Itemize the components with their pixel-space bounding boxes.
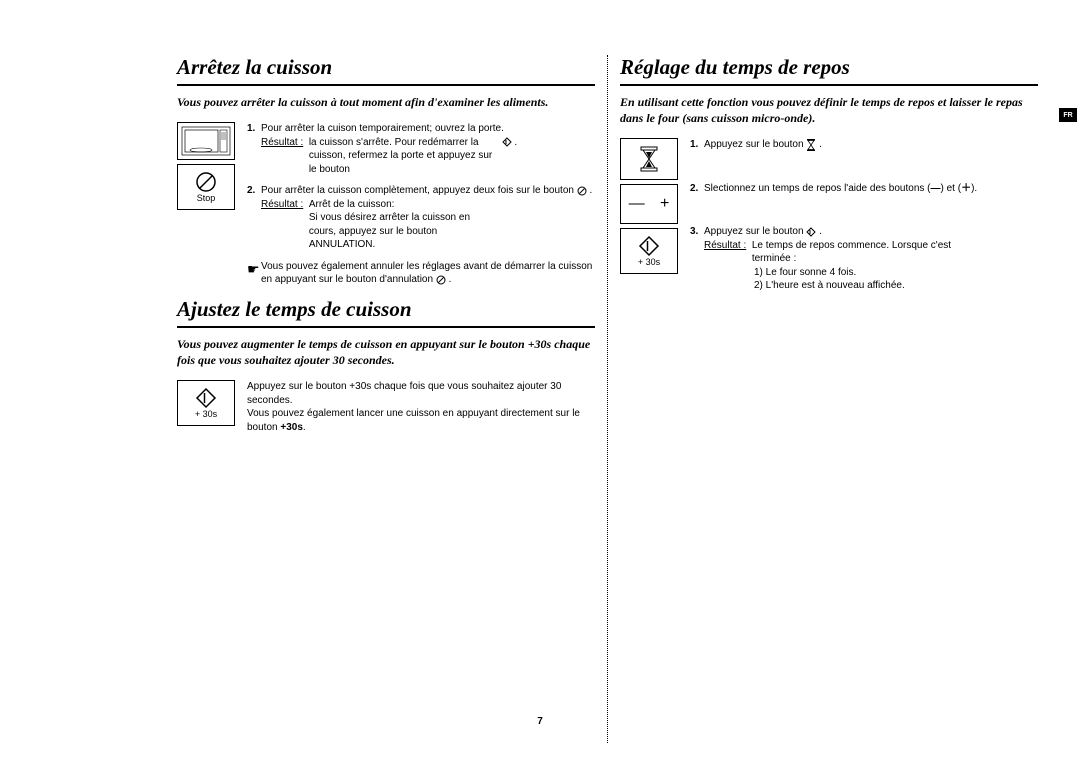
step-block: + 30s Appuyez sur le bouton +30s chaque …	[177, 380, 595, 434]
step-text: Pour arrêter la cuisson complètement, ap…	[261, 184, 595, 252]
step-text: Appuyez sur le bouton . Résultat : Le te…	[704, 225, 977, 293]
stop-button-illustration: Stop	[177, 164, 235, 210]
pointer-icon: ☛	[247, 260, 261, 287]
result-label: Résultat :	[261, 199, 303, 210]
step-number: 1.	[247, 122, 261, 176]
result-label: Résultat :	[261, 137, 303, 148]
section-intro: Vous pouvez arrêter la cuisson à tout mo…	[177, 94, 595, 110]
step-1: 1. Pour arrêter la cuison temporairement…	[247, 122, 595, 176]
step-number: 1.	[690, 138, 704, 152]
step-3: 3. Appuyez sur le bouton . Résultat : Le…	[690, 225, 977, 293]
minus-label: —	[629, 195, 645, 213]
illustration-column: + 30s	[177, 380, 237, 434]
result-item: 2) L'heure est à nouveau affichée.	[754, 279, 905, 293]
manual-page: Arrêtez la cuisson Vous pouvez arrêter l…	[0, 0, 1080, 763]
steps: Appuyez sur le bouton +30s chaque fois q…	[247, 380, 595, 434]
page-number: 7	[537, 716, 543, 727]
note: ☛ Vous pouvez également annuler les régl…	[247, 260, 595, 287]
note-text: Vous pouvez également annuler les réglag…	[261, 260, 595, 287]
steps: 1. Appuyez sur le bouton . 2. Slectionne…	[690, 138, 977, 293]
section-title: Arrêtez la cuisson	[177, 55, 595, 86]
steps: 1. Pour arrêter la cuison temporairement…	[247, 122, 595, 287]
start-icon	[502, 137, 512, 147]
step-text: Slectionnez un temps de repos l'aide des…	[704, 182, 977, 196]
plus30-button-illustration: + 30s	[620, 228, 678, 274]
plus30-button-illustration: + 30s	[177, 380, 235, 426]
step-number: 2.	[690, 182, 704, 196]
step-number: 2.	[247, 184, 261, 252]
plus30-label: + 30s	[638, 257, 660, 267]
hourglass-icon	[806, 139, 816, 151]
left-column: Arrêtez la cuisson Vous pouvez arrêter l…	[165, 55, 608, 743]
step-text: Pour arrêter la cuison temporairement; o…	[261, 122, 595, 176]
result-label: Résultat :	[704, 240, 746, 251]
stop-icon	[577, 186, 587, 196]
result-item: 1) Le four sonne 4 fois.	[754, 266, 856, 280]
section-title: Réglage du temps de repos	[620, 55, 1038, 86]
step-text: Appuyez sur le bouton .	[704, 138, 977, 152]
plus30-label: + 30s	[195, 409, 217, 419]
illustration-column: — + + 30s	[620, 138, 680, 293]
step-2: 2. Slectionnez un temps de repos l'aide …	[690, 182, 977, 196]
section-intro: Vous pouvez augmenter le temps de cuisso…	[177, 336, 595, 368]
step-number: 3.	[690, 225, 704, 293]
right-column: Réglage du temps de repos En utilisant c…	[608, 55, 1050, 743]
minus-plus-illustration: — +	[620, 184, 678, 224]
start-icon	[806, 227, 816, 237]
hourglass-illustration	[620, 138, 678, 180]
stop-label: Stop	[197, 193, 216, 203]
plus-label: +	[660, 195, 669, 213]
step-block: Stop 1. Pour arrêter la cuison temporair…	[177, 122, 595, 287]
language-tab: FR	[1059, 108, 1077, 122]
section-intro: En utilisant cette fonction vous pouvez …	[620, 94, 1038, 126]
section-title: Ajustez le temps de cuisson	[177, 297, 595, 328]
step-block: — + + 30s 1. Appuyez sur le bouton .	[620, 138, 1038, 293]
step-1: 1. Appuyez sur le bouton .	[690, 138, 977, 152]
stop-icon	[436, 275, 446, 285]
step-text: Appuyez sur le bouton +30s chaque fois q…	[247, 380, 595, 434]
step-2: 2. Pour arrêter la cuisson complètement,…	[247, 184, 595, 252]
microwave-illustration	[177, 122, 235, 160]
illustration-column: Stop	[177, 122, 237, 287]
step-body: Appuyez sur le bouton +30s chaque fois q…	[247, 380, 595, 434]
